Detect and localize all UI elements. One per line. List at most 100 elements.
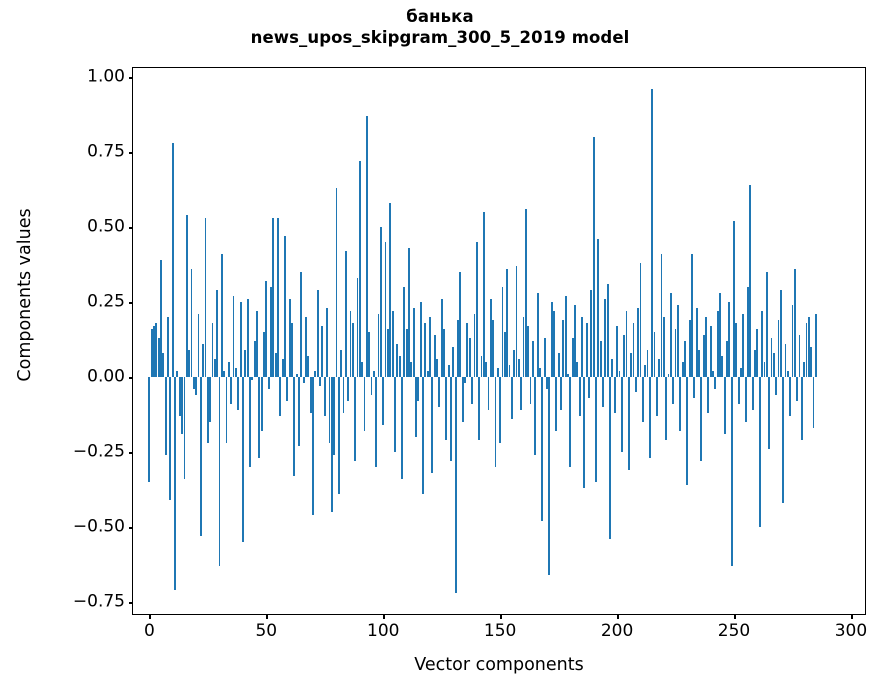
bar [225,377,228,443]
bar [524,209,527,377]
bar [365,116,368,377]
bar [569,377,572,467]
bar [581,317,583,377]
bar [260,377,263,431]
bar [244,350,247,377]
bar [814,314,817,377]
bar [431,377,434,473]
bar [253,341,256,377]
bar [197,314,200,377]
bar [571,338,574,377]
bar [648,377,651,458]
bar [284,236,286,377]
bar [344,251,347,377]
bar [492,320,495,377]
bar [450,377,452,461]
bar [662,317,665,377]
bar [237,377,240,410]
bar [274,353,277,377]
bar [195,377,198,395]
bar [452,347,455,377]
x-tick-label: 50 [255,621,278,641]
bar [805,323,808,377]
bar [609,377,611,539]
bar [319,377,322,386]
bar [770,338,773,377]
bar [326,308,329,377]
bar [363,377,366,431]
bar [185,215,188,377]
title-line-model: news_upos_skipgram_300_5_2019 model [250,28,630,48]
bar [487,377,490,410]
bar [333,377,336,455]
bar [557,353,560,377]
bar [597,239,600,377]
bar [347,377,350,401]
bar [216,290,219,377]
x-tick-label: 250 [717,621,751,641]
bar [330,377,333,512]
bar [234,368,237,377]
bar [669,293,672,377]
bar [277,218,279,377]
bar [335,188,338,377]
bar [707,377,710,413]
bar [358,161,361,377]
bar [349,311,352,377]
x-tick-label: 0 [143,621,155,641]
bar [611,359,614,377]
x-tick-mark [149,614,151,619]
bar [302,377,305,383]
bar [396,344,399,377]
x-tick-label: 150 [483,621,517,641]
bar [695,308,698,377]
bar [478,377,481,440]
bar [356,278,359,377]
y-tick-label: 0.50 [87,216,125,237]
bar [447,365,450,377]
bar [751,377,754,410]
bar [616,326,619,377]
bar [754,350,756,377]
bar [279,377,282,416]
bar [510,377,513,419]
y-tick-mark [128,302,133,304]
bar [426,371,429,377]
bar [305,317,307,377]
bar [288,299,291,377]
bar [613,377,616,413]
bar [382,377,385,425]
bar [709,326,712,377]
bar [700,377,703,461]
bar [188,350,191,377]
bar [618,371,621,377]
bar [220,254,223,377]
bar [763,362,766,377]
bar [782,377,785,503]
bar [679,377,682,431]
bar [223,371,226,377]
bar [160,260,162,377]
bar [667,374,670,377]
bar [625,311,628,377]
bar [686,377,689,485]
bar [391,311,394,377]
bar [471,377,474,404]
bar [499,377,502,443]
bar [440,299,443,377]
bar [272,218,275,377]
x-tick-label: 100 [367,621,400,641]
bar [496,368,499,377]
bar [192,377,195,389]
bar [723,377,726,434]
bar [454,377,457,593]
bar [758,377,761,527]
bar [623,335,626,377]
bar [726,341,728,377]
bar [443,329,445,377]
bar [810,347,813,377]
bar [744,377,747,422]
bar [171,143,174,377]
bar [485,362,488,377]
